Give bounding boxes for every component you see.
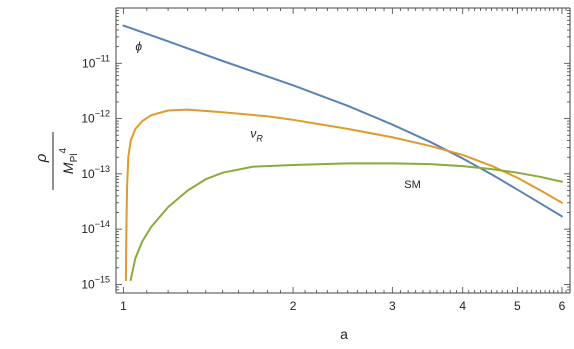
y-tick-label-base: 10 — [81, 167, 95, 181]
series-line-nu-r — [126, 110, 562, 280]
y-tick-label: 10−13 — [81, 164, 110, 181]
y-tick-label: 10−11 — [82, 53, 110, 70]
series-annotation-text: SM — [404, 179, 421, 191]
x-tick-label: 3 — [389, 299, 396, 313]
x-tick-label: 1 — [120, 299, 127, 313]
series-line-phi — [123, 26, 562, 217]
series-annotation-text: ϕ — [135, 40, 142, 54]
y-tick-label-base: 10 — [82, 56, 96, 70]
series-annotation-subscript: R — [256, 134, 263, 144]
annotation-layer: ϕ νR SM — [135, 40, 420, 192]
x-tick-label: 4 — [459, 299, 466, 313]
series-annotation: ϕ — [135, 40, 142, 54]
series-line-sm — [131, 163, 562, 280]
y-tick-label-base: 10 — [81, 277, 95, 291]
y-tick-label: 10−15 — [81, 274, 110, 291]
y-tick-label: 10−12 — [81, 109, 110, 126]
series-layer — [123, 26, 562, 280]
y-tick-label-base: 10 — [81, 222, 95, 236]
y-axis-label-denominator-sup: 4 — [58, 147, 69, 153]
y-axis-label-denominator-base: M — [60, 162, 76, 174]
y-tick-label-exponent: −15 — [95, 274, 110, 284]
y-tick-label-exponent: −11 — [95, 53, 110, 63]
series-annotation: νR — [250, 127, 263, 144]
x-axis-label: a — [340, 326, 348, 342]
y-axis-label: ρ MPl4 — [33, 132, 80, 190]
axis-labels-layer: a ρ MPl4 — [33, 132, 348, 342]
y-tick-label: 10−14 — [81, 219, 110, 236]
y-axis-label-numerator: ρ — [33, 153, 50, 163]
series-annotation: SM — [404, 179, 421, 191]
y-tick-label-exponent: −14 — [95, 219, 110, 229]
x-tick-label: 2 — [290, 299, 297, 313]
x-tick-label: 5 — [514, 299, 521, 313]
y-tick-label-exponent: −13 — [95, 164, 110, 174]
y-tick-label-base: 10 — [81, 112, 95, 126]
x-tick-label: 6 — [559, 299, 566, 313]
y-tick-label-exponent: −12 — [95, 109, 110, 119]
y-axis-label-denominator-sub: Pl — [69, 153, 80, 162]
y-axis-label-denominator: MPl4 — [58, 147, 80, 174]
